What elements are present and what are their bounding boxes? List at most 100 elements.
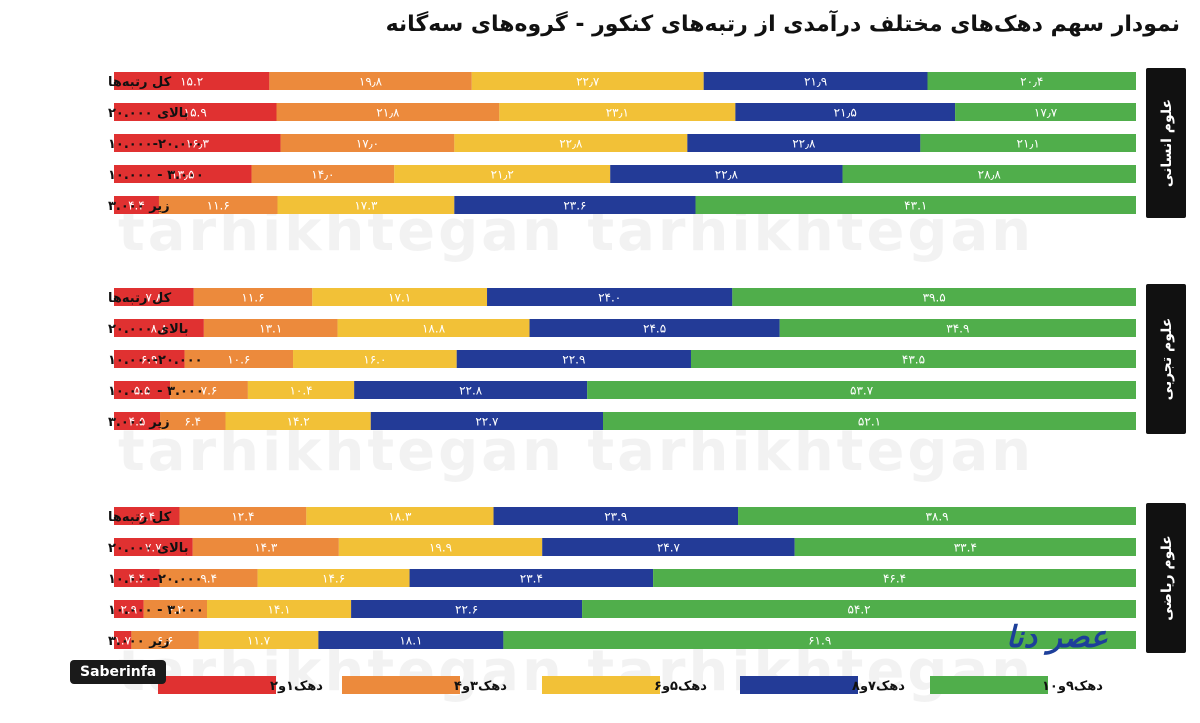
bar-value-label: ۶۱.۹: [808, 634, 831, 648]
bar-value-label: ۱۵.۹: [184, 106, 207, 120]
bar-value-label: ۱۶.۰: [363, 353, 386, 367]
bar-value-label: ۲۳.۴: [520, 572, 543, 586]
bar-segment-d5_6: [312, 288, 488, 306]
row-label: ۳.۰۰۰ - ۱۰.۰۰۰: [108, 603, 204, 618]
bar-segment-d5_6: [394, 165, 611, 183]
bar-segment-d5_6: [471, 72, 704, 90]
bar-value-label: ۲۱٫۱: [1017, 137, 1040, 151]
legend-label: دهک۱و۲: [270, 679, 323, 694]
bar-value-label: ۲۲٫۸: [559, 137, 583, 151]
bar-segment-d9_10: [582, 600, 1136, 618]
row-label: بالای ۲۰.۰۰۰: [108, 322, 189, 337]
bar-value-label: ۱۴.۱: [267, 603, 290, 617]
bar-value-label: ۳۹.۵: [923, 291, 946, 305]
bar-group: ۱۵.۲ ۱۹٫۸ ۲۲٫۷ ۲۱٫۹ ۲۰٫۴ کل رتبه‌ها ۱۵.۹ ۲۱٫۸ ۲۳…: [108, 68, 1186, 218]
row-label: زیر ۳.۰۰۰: [108, 634, 170, 649]
bar-value-label: ۱۷٫۷: [1034, 106, 1058, 120]
legend-label: دهک۳و۴: [454, 679, 507, 694]
bar-value-label: ۲۴.۷: [657, 541, 681, 555]
legend-swatch-d9_10: [930, 676, 1048, 694]
bar-segment-d7_8: [529, 319, 780, 337]
bar-segment-d3_4: [170, 381, 248, 399]
row-label: زیر ۳.۰۰۰: [108, 415, 170, 430]
group-tab: [1146, 68, 1186, 218]
bar-value-label: ۱۴.۳: [254, 541, 278, 555]
bar-segment-d9_10: [794, 538, 1136, 556]
bar-group: ۶.۴ ۱۲.۴ ۱۸.۳ ۲۳.۹ ۳۸.۹ کل رتبه‌ها ۷.۷ ۱۴.۳ ۱۹.۹…: [108, 503, 1186, 653]
bar-segment-d7_8: [487, 288, 733, 306]
bar-value-label: ۴۳.۱: [904, 199, 927, 213]
bar-segment-d7_8: [354, 381, 588, 399]
group-label: علوم تجربی: [1159, 318, 1175, 401]
bar-value-label: ۲.۹: [120, 603, 137, 617]
bar-segment-d7_8: [454, 196, 696, 214]
bar-value-label: ۴۳.۵: [902, 353, 925, 367]
bar-value-label: ۱۴.۲: [287, 415, 310, 429]
bar-value-label: ۲۲.۸: [459, 384, 483, 398]
bar-segment-d7_8: [542, 538, 795, 556]
bar-value-label: ۱۱.۶: [207, 199, 230, 213]
bar-value-label: ۶.۶: [157, 634, 174, 648]
bar-segment-d7_8: [610, 165, 843, 183]
group-tab: [1146, 503, 1186, 653]
bar-value-label: ۶.۹: [141, 353, 158, 367]
legend-swatch-d5_6: [542, 676, 660, 694]
bar-segment-d5_6: [454, 134, 688, 152]
bar-value-label: ۲۱٫۵: [834, 106, 857, 120]
bar-segment-d7_8: [703, 72, 928, 90]
bar-value-label: ۱.۷: [114, 634, 131, 648]
bar-segment-d9_10: [690, 350, 1136, 368]
bar-value-label: ۵.۵: [134, 384, 151, 398]
bar-segment-d1_2: [114, 507, 180, 525]
bar-segment-d3_4: [193, 288, 313, 306]
legend-label: دهک۵و۶: [654, 679, 707, 694]
bar-value-label: ۲۲.۷: [475, 415, 499, 429]
bar-segment-d5_6: [293, 350, 457, 368]
bar-value-label: ۴.۵: [129, 415, 146, 429]
bar-value-label: ۲۲.۹: [562, 353, 585, 367]
bar-segment-d3_4: [159, 569, 258, 587]
bar-value-label: ۶.۴: [138, 510, 155, 524]
bar-value-label: ۲۱٫۲: [491, 168, 514, 182]
bar-value-label: ۱۱.۷: [247, 634, 271, 648]
legend: دهک۱و۲ دهک۳و۴ دهک۵و۶ دهک۷و۸ دهک۹و۱۰: [158, 676, 1103, 694]
group-label: علوم انسانی: [1159, 99, 1175, 187]
bar-value-label: ۵۲.۱: [858, 415, 881, 429]
group-label: علوم ریاضی: [1159, 535, 1175, 620]
bar-segment-d3_4: [131, 631, 199, 649]
bar-segment-d7_8: [687, 134, 921, 152]
bar-value-label: ۱۰.۴: [289, 384, 312, 398]
row-label: کل رتبه‌ها: [108, 75, 172, 90]
bar-segment-d3_4: [158, 196, 278, 214]
legend-swatch-d7_8: [740, 676, 858, 694]
bar-value-label: ۱۳٫۵: [171, 168, 194, 182]
bar-value-label: ۵۳.۷: [850, 384, 874, 398]
bar-segment-d7_8: [493, 507, 739, 525]
bar-segment-d9_10: [695, 196, 1136, 214]
bar-segment-d1_2: [114, 569, 160, 587]
bar-value-label: ۹.۴: [200, 572, 217, 586]
bar-value-label: ۳۳.۴: [954, 541, 977, 555]
bar-value-label: ۱۲.۴: [231, 510, 254, 524]
bar-segment-d5_6: [207, 600, 352, 618]
bar-segment-d9_10: [653, 569, 1136, 587]
bar-segment-d9_10: [955, 103, 1136, 121]
bar-value-label: ۴.۴: [128, 199, 145, 213]
bar-segment-d3_4: [276, 103, 500, 121]
bar-segment-d5_6: [198, 631, 319, 649]
bar-value-label: ۱۷.۱: [388, 291, 411, 305]
bar-value-label: ۱۹٫۸: [359, 75, 383, 89]
bar-segment-d1_2: [114, 538, 193, 556]
bar-value-label: ۱۷٫۰: [356, 137, 379, 151]
bar-segment-d7_8: [370, 412, 604, 430]
brand-logo: عصر دنا: [1006, 620, 1108, 655]
bar-value-label: ۲۴.۰: [598, 291, 621, 305]
bar-segment-d9_10: [732, 288, 1136, 306]
bar-value-label: ۷.۶: [201, 384, 218, 398]
row-label: ۱۰.۰۰۰-۲۰.۰۰۰: [108, 353, 203, 368]
source-badge: Saberinfa: [70, 660, 167, 684]
bar-segment-d5_6: [499, 103, 736, 121]
bar-segment-d3_4: [269, 72, 472, 90]
bar-segment-d1_2: [114, 412, 161, 430]
